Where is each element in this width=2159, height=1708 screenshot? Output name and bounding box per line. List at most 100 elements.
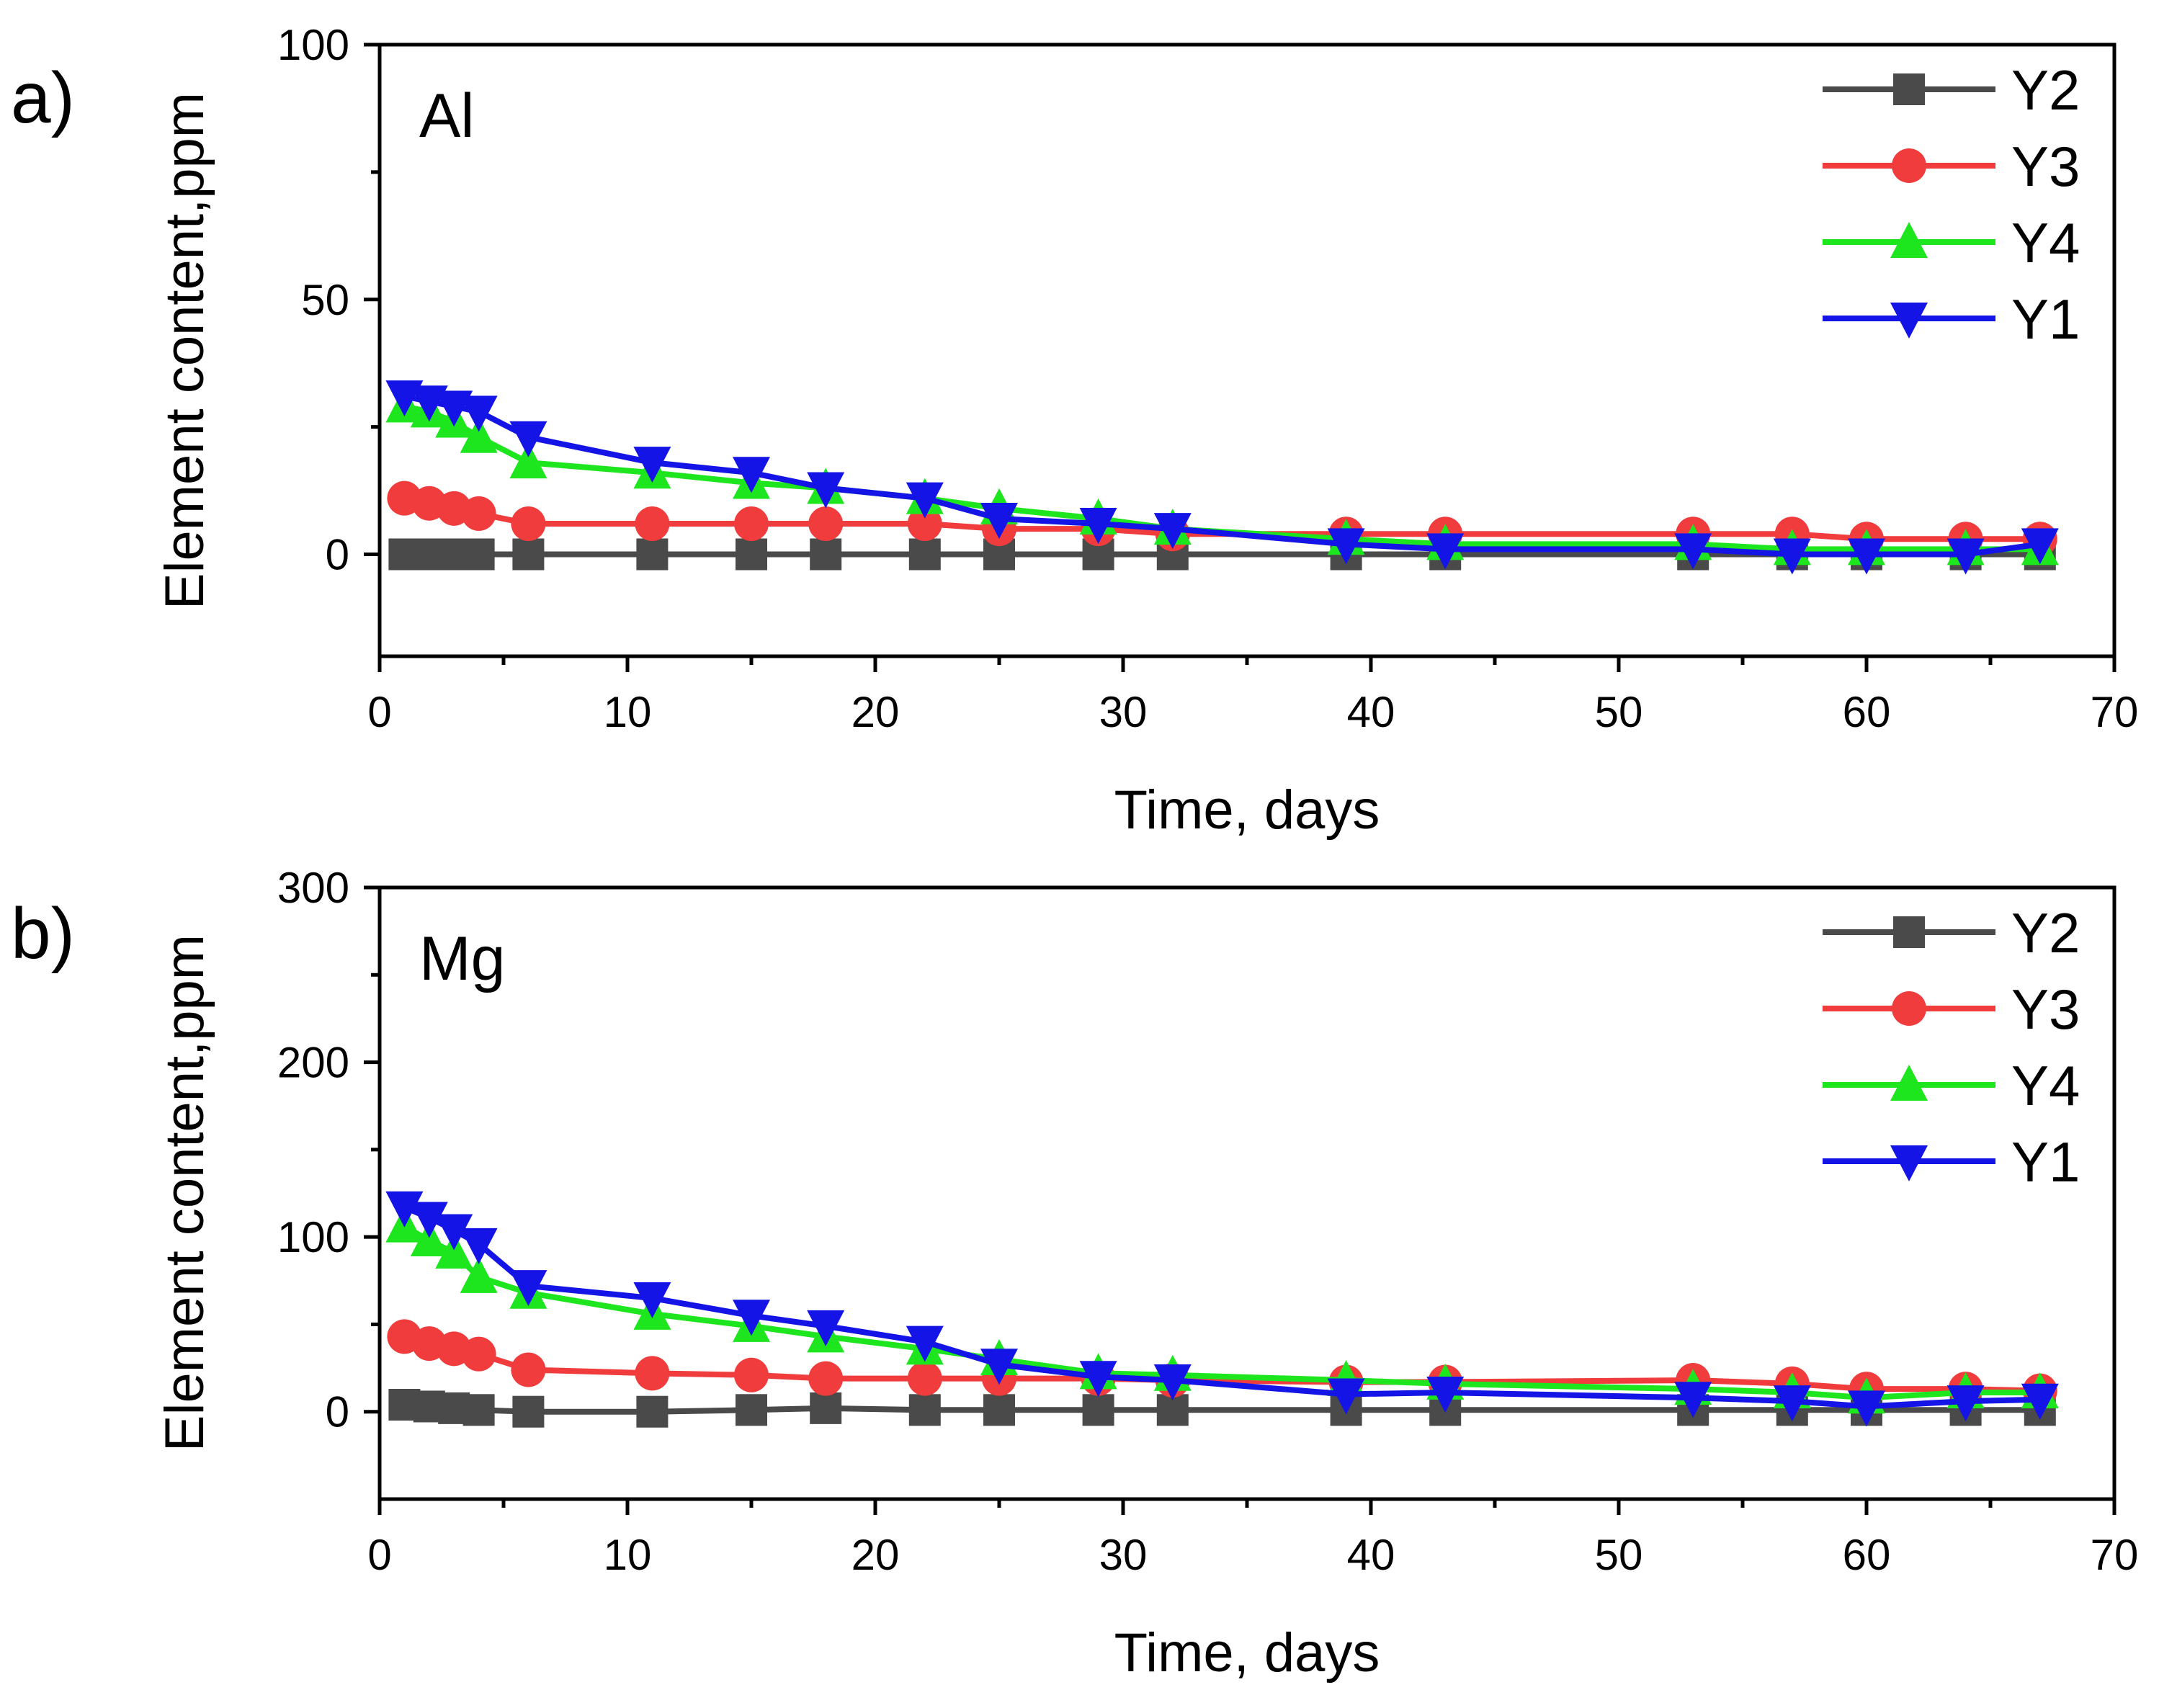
data-point-y3 [808,506,844,542]
legend-marker-y1 [1890,1145,1928,1181]
x-axis-label: Time, days [1114,779,1380,841]
data-point-y4 [410,1220,448,1256]
x-tick-label: 40 [1347,688,1395,736]
data-point-y3 [635,506,670,542]
data-point-y1 [906,482,944,519]
data-point-y1 [1327,1378,1365,1415]
series-y1 [385,1191,2059,1427]
data-point-y3 [808,1361,844,1396]
data-point-y3 [461,496,496,531]
x-tick-label: 10 [604,1531,652,1579]
y-tick-label: 300 [277,864,349,912]
data-point-y1 [1079,1361,1117,1398]
data-point-y1 [410,1202,448,1238]
data-point-y1 [2021,1383,2059,1420]
series-y1 [385,380,2059,575]
data-point-y1 [1153,1364,1192,1401]
data-point-y1 [385,1191,424,1228]
x-tick-label: 60 [1843,1531,1891,1579]
x-tick-label: 50 [1595,1531,1643,1579]
data-point-y1 [807,472,845,509]
legend-label-y4: Y4 [2011,1054,2080,1117]
data-point-y1 [1674,1382,1712,1418]
data-point-y1 [460,395,498,432]
legend-item-y4: Y4 [1823,211,2080,274]
panel-label: b) [11,893,75,974]
x-tick-label: 60 [1843,688,1891,736]
data-point-y1 [980,1349,1018,1385]
legend-marker-y3 [1892,991,1926,1026]
y-tick-label: 0 [326,531,349,579]
element-label: Mg [419,924,505,993]
chart-panel-mg: 0 10 20 30 40 50 60 70 0 100 200 300 Time, days Eleme… [11,864,2138,1684]
x-tick-label: 50 [1595,688,1643,736]
data-point-y1 [1674,533,1712,570]
y-tick-label: 100 [277,1213,349,1261]
data-point-y2 [462,1394,495,1426]
data-point-y1 [1079,508,1117,545]
legend: Y2 Y3 Y4 Y1 [1823,901,2080,1194]
data-point-y2 [908,1394,941,1426]
data-point-y2 [462,538,495,571]
x-tick-label: 30 [1099,1531,1148,1579]
data-point-y3 [907,506,942,542]
element-label: Al [419,81,474,151]
data-point-y1 [1946,1385,1985,1422]
data-point-y3 [635,1356,670,1391]
data-point-y1 [509,421,547,457]
x-tick-label: 20 [851,1531,900,1579]
data-point-y4 [509,442,547,479]
x-axis-label: Time, days [1114,1622,1380,1684]
legend: Y2 Y3 Y4 Y1 [1823,58,2080,351]
data-point-y1 [509,1270,547,1307]
data-point-y4 [435,1232,473,1269]
legend-label-y3: Y3 [2011,978,2080,1041]
legend-label-y1: Y1 [2011,287,2080,351]
panel-label: a) [11,58,75,138]
data-point-y1 [460,1228,498,1264]
legend-label-y1: Y1 [2011,1130,2080,1194]
data-point-y1 [1773,538,1811,575]
x-tick-label: 0 [367,1531,391,1579]
data-point-y1 [1153,513,1192,550]
legend-item-y1: Y1 [1823,1130,2080,1194]
data-point-y1 [633,1282,671,1319]
data-point-y1 [807,1310,845,1346]
data-point-y1 [1848,538,1885,575]
data-point-y1 [633,447,671,483]
data-point-y3 [461,1336,496,1372]
data-point-y2 [810,538,842,571]
data-point-y2 [512,1395,545,1428]
data-point-y1 [980,502,1018,539]
chart-panel-al: 0 10 20 30 40 50 60 70 0 50 100 Time, days Element c… [11,21,2138,841]
legend-item-y3: Y3 [1823,135,2080,198]
x-tick-label: 40 [1347,1531,1395,1579]
x-tick-label: 10 [604,688,652,736]
legend-label-y2: Y2 [2011,58,2080,122]
data-point-y2 [1082,1394,1114,1426]
legend-label-y4: Y4 [2011,211,2080,274]
legend-marker-y1 [1890,303,1928,339]
legend-item-y4: Y4 [1823,1054,2080,1117]
data-point-y3 [511,506,546,542]
data-point-y1 [1327,528,1365,565]
legend-marker-y4 [1890,1065,1928,1101]
data-point-y3 [511,1352,546,1387]
data-point-y1 [906,1325,944,1362]
legend-item-y3: Y3 [1823,978,2080,1041]
data-point-y1 [1946,538,1985,575]
data-point-y2 [908,538,941,571]
data-point-y1 [733,457,770,493]
data-point-y1 [1426,1377,1465,1413]
legend-label-y3: Y3 [2011,135,2080,198]
y-axis-label: Element content,ppm [154,934,215,1452]
data-point-y1 [435,1214,473,1251]
data-point-y1 [1426,533,1465,570]
data-point-y2 [512,538,545,571]
data-point-y3 [734,506,769,542]
data-point-y1 [733,1300,770,1336]
legend-marker-y2 [1893,916,1925,948]
data-point-y2 [736,1394,767,1426]
legend-label-y2: Y2 [2011,901,2080,965]
